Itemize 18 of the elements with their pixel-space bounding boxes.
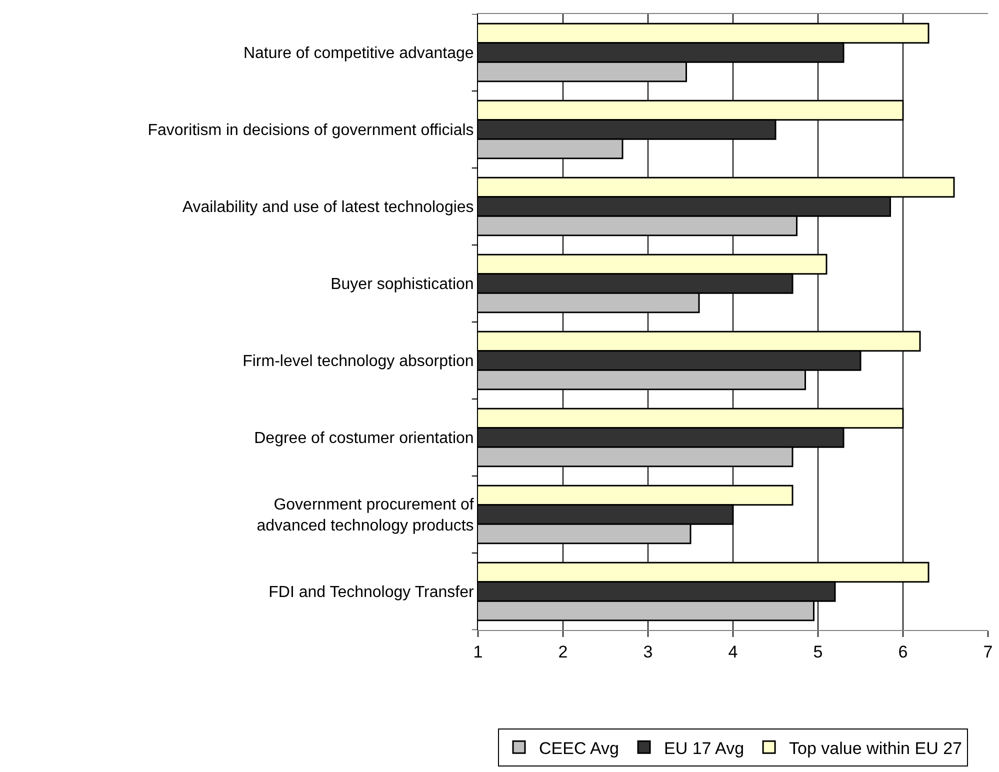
- x-tick-label: 1: [473, 642, 483, 662]
- x-tick-label: 2: [558, 642, 568, 662]
- legend-label: Top value within EU 27: [789, 738, 962, 758]
- y-tick-label: Government procurement of advanced technology products: [256, 496, 474, 534]
- y-tick-label: FDI and Technology Transfer: [268, 584, 474, 602]
- x-tick-label: 3: [643, 642, 653, 662]
- y-tick-label: Favoritism in decisions of government officials: [148, 122, 474, 140]
- x-tick-label: 5: [813, 642, 823, 662]
- legend-label: CEEC Avg: [539, 738, 620, 758]
- y-tick-label: Degree of costumer orientation: [254, 430, 474, 448]
- x-tick-label: 6: [898, 642, 908, 662]
- y-tick-label: Firm-level technology absorption: [242, 353, 474, 370]
- y-tick-label: Availability and use of latest technologies: [182, 199, 474, 216]
- legend-label: EU 17 Avg: [664, 738, 744, 758]
- y-tick-label: Nature of competitive advantage: [243, 45, 474, 62]
- x-tick-label: 4: [728, 642, 738, 662]
- y-tick-label: Buyer sophistication: [330, 276, 474, 294]
- x-tick-label: 7: [983, 642, 993, 662]
